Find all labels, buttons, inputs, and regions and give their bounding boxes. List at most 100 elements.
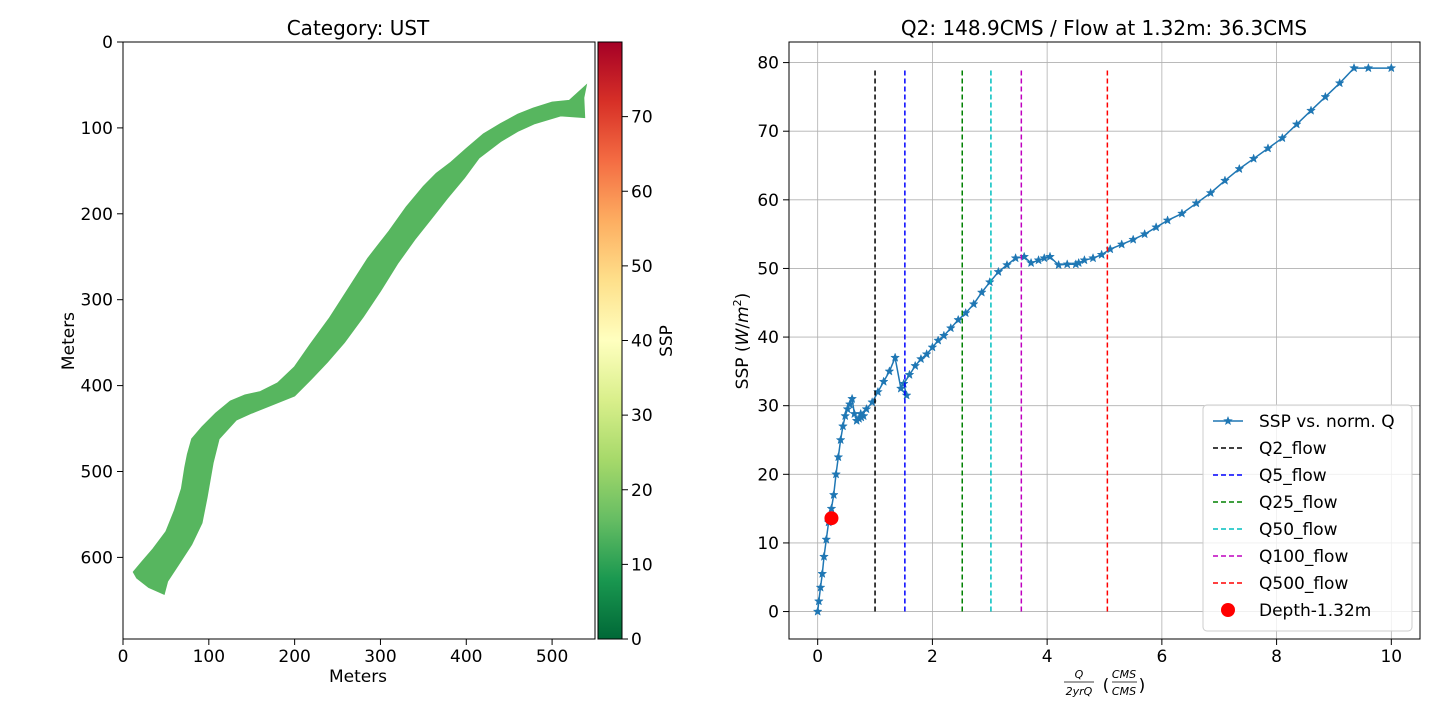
line-plot-frame — [788, 41, 1421, 640]
line-x-tick-label: 2 — [927, 647, 938, 667]
ssp-curve-point — [910, 360, 921, 371]
colorbar-tick-label: 30 — [631, 406, 653, 426]
legend: SSP vs. norm. Q Q2_flow Q5_flow Q25_flow Q50… — [1202, 404, 1413, 632]
ssp-curve-point — [953, 314, 964, 325]
ssp-curve-point — [993, 266, 1004, 277]
line-x-tick-label: 10 — [1380, 647, 1402, 667]
ssp-curve-point — [1277, 132, 1288, 143]
heatmap-y-tick-label: 0 — [102, 33, 113, 53]
ssp-curve-point — [1205, 187, 1216, 198]
ssp-curve-point — [1151, 222, 1162, 232]
ssp-curve-point — [901, 390, 912, 400]
line-y-tick-label: 0 — [768, 603, 779, 623]
line-x-tick-label: 4 — [1042, 647, 1053, 667]
channel-ssp-area — [132, 83, 588, 595]
x-label-denominator: 2yrQ — [1066, 685, 1093, 698]
heatmap-y-ticks: 0 100 200 300 400 500 600 — [81, 33, 123, 568]
line-y-label: SSP (W/m2) — [731, 293, 753, 390]
ssp-curve-point — [904, 369, 915, 380]
heatmap-y-tick-label: 500 — [81, 462, 113, 482]
ssp-curve-point — [890, 352, 901, 362]
legend-label: Q5_flow — [1259, 466, 1327, 486]
ssp-curve-point — [837, 421, 848, 431]
ssp-curve-point — [835, 434, 846, 445]
heatmap-x-tick-label: 200 — [278, 647, 310, 667]
ssp-curve-point — [1291, 119, 1302, 129]
ssp-curve-point — [1002, 259, 1012, 270]
colorbar-label: SSP — [657, 325, 677, 357]
ssp-curve-point — [815, 582, 826, 592]
heatmap-x-tick-label: 300 — [364, 647, 396, 667]
colorbar-tick-label: 0 — [631, 630, 642, 650]
heatmap-x-tick-label: 100 — [193, 647, 225, 667]
ssp-curve-point — [847, 393, 858, 404]
x-label-unit-denominator: CMS — [1112, 685, 1136, 698]
ssp-curve-point — [1386, 62, 1397, 73]
line-y-tick-label: 10 — [757, 534, 779, 554]
line-y-ticks: 0 10 20 30 40 50 60 70 80 — [757, 54, 789, 623]
heatmap-x-ticks: 0 100 200 300 400 500 — [118, 639, 568, 667]
heatmap-x-tick-label: 500 — [536, 647, 568, 667]
legend-box — [1202, 404, 1413, 632]
ssp-curve-point — [1349, 62, 1359, 73]
legend-label: Q25_flow — [1259, 493, 1338, 513]
line-series-layer — [812, 62, 1397, 616]
colorbar-tick-label: 20 — [631, 481, 653, 501]
heatmap-panel: Category: UST 0 100 200 300 400 500 010020030… — [59, 16, 677, 687]
ssp-curve-point — [1116, 239, 1127, 249]
ssp-curve-point — [826, 503, 837, 513]
legend-swatch-depth-marker — [1221, 603, 1235, 617]
line-title: Q2: 148.9CMS / Flow at 1.32m: 36.3CMS — [901, 16, 1307, 40]
ssp-curve-point — [938, 330, 949, 340]
ssp-curve-point — [878, 376, 889, 386]
colorbar-tick-label: 70 — [631, 108, 653, 128]
heatmap-plot-area — [122, 41, 596, 640]
heatmap-data-layer — [132, 83, 588, 595]
ssp-curve-point — [1088, 252, 1098, 263]
ssp-curve-point — [828, 489, 839, 500]
x-label-unit-numerator: CMS — [1112, 668, 1136, 681]
heatmap-y-label: Meters — [59, 312, 79, 370]
line-y-tick-label: 30 — [757, 397, 779, 417]
heatmap-x-label: Meters — [329, 667, 387, 687]
ssp-curve-point — [844, 399, 855, 409]
ssp-curve-point — [945, 322, 956, 333]
legend-label: SSP vs. norm. Q — [1259, 412, 1395, 432]
heatmap-y-tick-label: 200 — [81, 205, 113, 225]
ssp-curve-point — [1079, 254, 1090, 265]
line-y-tick-label: 80 — [757, 54, 779, 74]
ssp-curve-point — [840, 410, 851, 421]
colorbar-tick-label: 10 — [631, 555, 653, 575]
line-y-tick-label: 20 — [757, 465, 779, 485]
ssp-curve-point — [1363, 62, 1374, 73]
ssp-curve-point — [1062, 259, 1073, 269]
line-y-tick-label: 50 — [757, 259, 779, 279]
ssp-curve-point — [821, 534, 832, 544]
ssp-curve-point — [872, 386, 883, 397]
depth-marker-point — [824, 511, 839, 526]
x-label-paren-open: ( — [1103, 676, 1110, 696]
ssp-curve-point — [817, 568, 828, 579]
heatmap-x-tick-label: 400 — [450, 647, 482, 667]
colorbar-ticks: 0 10 20 30 40 50 60 70 — [622, 108, 653, 650]
ssp-curve-point — [1053, 259, 1064, 270]
heatmap-y-tick-label: 600 — [81, 548, 113, 568]
line-panel: Q2: 148.9CMS / Flow at 1.32m: 36.3CMS 0 2… — [731, 16, 1421, 698]
ssp-curve-point — [968, 298, 979, 309]
ssp-curve-point — [831, 469, 841, 479]
legend-label: Q2_flow — [1259, 439, 1327, 459]
ssp-curve-point — [976, 287, 987, 297]
ssp-curve-point — [884, 366, 895, 376]
line-y-tick-label: 70 — [757, 122, 779, 142]
x-label-paren-close: ) — [1139, 676, 1146, 696]
ssp-curve-point — [833, 451, 844, 462]
ssp-curve-point — [1026, 257, 1037, 268]
ssp-curve-point — [1045, 251, 1055, 261]
line-y-tick-label: 40 — [757, 328, 779, 348]
ssp-curve-point — [1128, 234, 1139, 244]
line-x-tick-label: 0 — [812, 647, 823, 667]
ssp-curve-point — [898, 378, 909, 388]
heatmap-y-tick-label: 400 — [81, 377, 113, 397]
legend-items: SSP vs. norm. Q Q2_flow Q5_flow Q25_flow Q50… — [1213, 412, 1395, 621]
